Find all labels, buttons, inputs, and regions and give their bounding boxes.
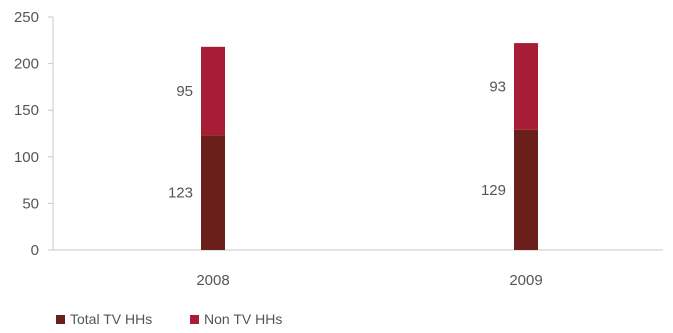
y-axis: 0 50 100 150 200 250 (14, 9, 54, 259)
data-label: 93 (489, 78, 506, 95)
data-label: 95 (176, 83, 193, 100)
data-label: 123 (168, 185, 193, 202)
legend-swatch (56, 315, 65, 324)
bar-segment (201, 46, 225, 136)
bar-segment (514, 43, 538, 130)
legend-label: Total TV HHs (70, 311, 152, 327)
bar-segment (514, 129, 538, 250)
x-tick-label: 2008 (196, 272, 229, 289)
y-tick-label: 250 (14, 9, 39, 26)
data-labels: 123 95 129 93 (168, 78, 506, 201)
legend: Total TV HHs Non TV HHs (56, 311, 282, 327)
x-axis: 2008 2009 (53, 249, 663, 289)
legend-swatch (190, 315, 199, 324)
y-tick-label: 200 (14, 56, 39, 73)
bars (201, 43, 538, 250)
y-tick-label: 100 (14, 149, 39, 166)
y-tick-label: 150 (14, 102, 39, 119)
data-label: 129 (481, 182, 506, 199)
x-tick-label: 2009 (509, 272, 542, 289)
legend-label: Non TV HHs (204, 311, 282, 327)
y-tick-label: 50 (22, 195, 39, 212)
bar-segment (201, 135, 225, 250)
y-tick-label: 0 (31, 242, 39, 259)
